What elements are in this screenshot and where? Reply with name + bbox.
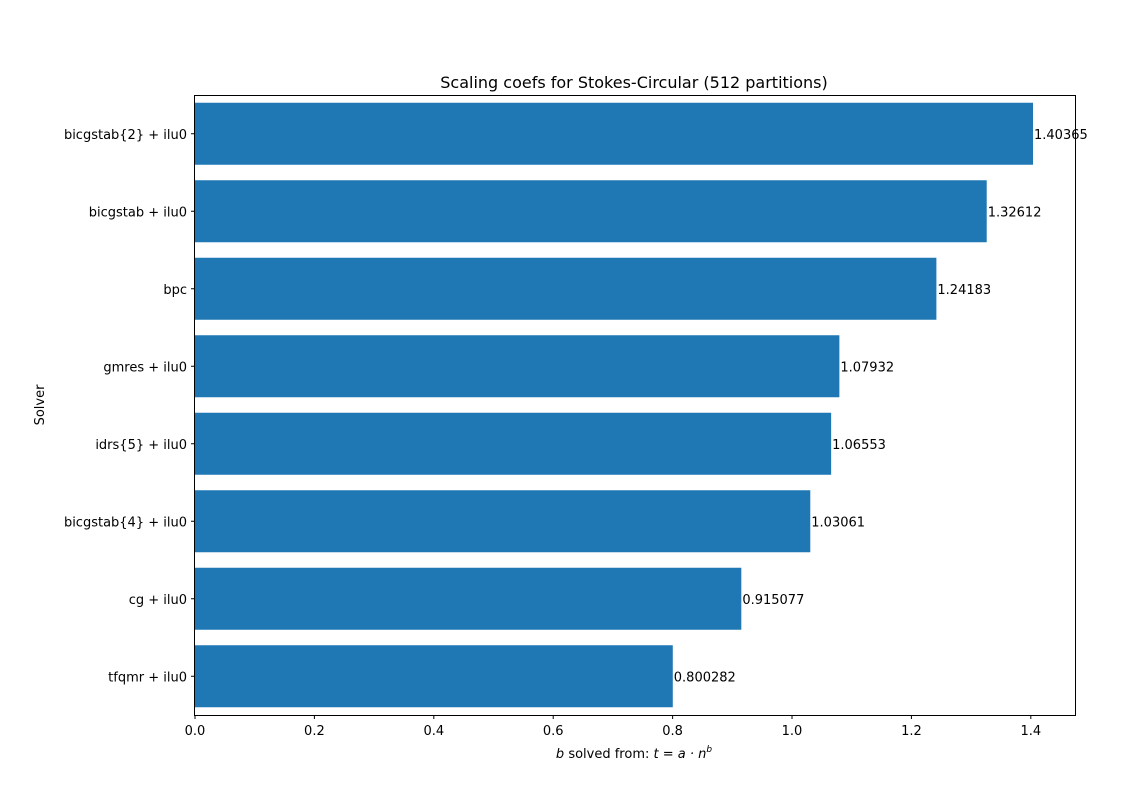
x-axis-label-text: solved from: xyxy=(564,747,653,762)
y-tick-label: bpc xyxy=(163,283,187,298)
y-tick-label: bicgstab{2} + ilu0 xyxy=(64,128,187,143)
y-tick-label: bicgstab + ilu0 xyxy=(89,205,187,220)
bar-7 xyxy=(195,645,673,708)
bar-5 xyxy=(195,490,811,553)
x-tick-label: 1.4 xyxy=(1020,724,1041,739)
y-tick-label: cg + ilu0 xyxy=(129,593,187,608)
bar-4 xyxy=(195,412,832,475)
x-tick-label: 0.2 xyxy=(304,724,325,739)
x-axis-label: b solved from: t = a · nb xyxy=(556,745,712,762)
y-tick-labels: bicgstab{2} + ilu0 bicgstab + ilu0 bpc gmre… xyxy=(64,128,195,685)
x-tick-label: 1.2 xyxy=(901,724,922,739)
x-tick-label: 0.8 xyxy=(662,724,683,739)
y-tick-label: gmres + ilu0 xyxy=(103,360,187,375)
x-axis-label-var: b xyxy=(556,747,564,762)
bar-value-label: 1.40365 xyxy=(1034,128,1088,143)
y-tick-label: bicgstab{4} + ilu0 xyxy=(64,515,187,530)
x-tick-label: 1.0 xyxy=(782,724,803,739)
x-tick-label: 0.0 xyxy=(185,724,206,739)
bar-value-label: 1.03061 xyxy=(811,515,865,530)
bar-1 xyxy=(195,180,987,243)
bar-0 xyxy=(195,102,1033,165)
bar-value-label: 1.06553 xyxy=(832,438,886,453)
y-tick-label: idrs{5} + ilu0 xyxy=(95,438,187,453)
x-axis-label-equation: t = a · n xyxy=(654,747,707,762)
x-tick-label: 0.4 xyxy=(423,724,444,739)
bar-value-label: 0.800282 xyxy=(674,670,736,685)
x-tick-label: 0.6 xyxy=(543,724,564,739)
y-axis-label: Solver xyxy=(33,384,48,426)
bars-group: 1.40365 1.32612 1.24183 1.07932 1.06553 1.030… xyxy=(195,102,1088,708)
x-axis-label-exponent: b xyxy=(706,745,712,755)
y-tick-label: tfqmr + ilu0 xyxy=(108,670,187,685)
bar-value-label: 1.32612 xyxy=(988,205,1042,220)
chart-title: Scaling coefs for Stokes-Circular (512 p… xyxy=(440,73,828,92)
bar-6 xyxy=(195,567,742,630)
bar-value-label: 0.915077 xyxy=(742,593,804,608)
bar-value-label: 1.24183 xyxy=(937,283,991,298)
x-axis: 0.0 0.2 0.4 0.6 0.8 1.0 1.2 1.4 xyxy=(185,715,1041,739)
plot-frame xyxy=(194,95,1076,716)
bar-3 xyxy=(195,335,840,398)
bar-2 xyxy=(195,257,937,320)
bar-value-label: 1.07932 xyxy=(840,360,894,375)
